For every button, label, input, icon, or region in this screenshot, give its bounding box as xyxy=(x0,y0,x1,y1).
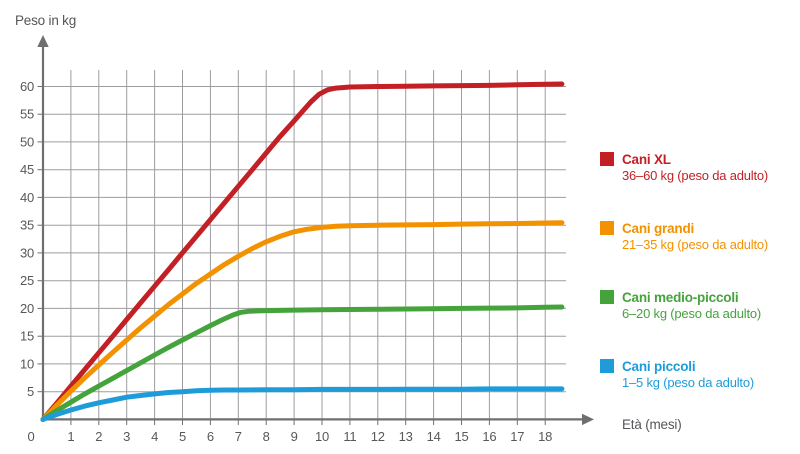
svg-text:8: 8 xyxy=(263,429,270,444)
svg-text:35: 35 xyxy=(20,218,34,233)
svg-text:2: 2 xyxy=(95,429,102,444)
svg-text:5: 5 xyxy=(27,384,34,399)
legend-series-name: Cani piccoli xyxy=(622,359,696,374)
curve-cani-piccoli xyxy=(40,386,565,422)
legend-series-name: Cani medio-piccoli xyxy=(622,290,739,305)
svg-text:16: 16 xyxy=(482,429,496,444)
svg-text:9: 9 xyxy=(291,429,298,444)
svg-text:40: 40 xyxy=(20,190,34,205)
legend-series-range: 21–35 kg (peso da adulto) xyxy=(622,237,769,252)
legend-series-name: Cani XL xyxy=(622,152,671,167)
axis-tick-marks xyxy=(37,86,546,425)
axes xyxy=(37,35,594,426)
svg-text:55: 55 xyxy=(20,107,34,122)
curve-cani-grandi xyxy=(40,220,565,422)
legend-swatch-cani-grandi xyxy=(600,221,614,235)
x-tick-labels: 0 1 2 3 4 5 6 7 8 9 10 11 12 13 14 15 16 17 18 xyxy=(27,429,552,444)
svg-text:1: 1 xyxy=(67,429,74,444)
svg-text:60: 60 xyxy=(20,79,34,94)
legend-swatch-cani-medio-piccoli xyxy=(600,290,614,304)
legend: Cani XL 36–60 kg (peso da adulto) Cani g… xyxy=(600,151,795,427)
legend-item-cani-medio-piccoli: Cani medio-piccoli 6–20 kg (peso da adul… xyxy=(600,289,795,322)
svg-text:0: 0 xyxy=(27,429,34,444)
legend-series-range: 36–60 kg (peso da adulto) xyxy=(622,168,769,183)
svg-text:12: 12 xyxy=(371,429,385,444)
svg-text:10: 10 xyxy=(20,356,34,371)
legend-swatch-cani-piccoli xyxy=(600,359,614,373)
x-axis-title: Età (mesi) xyxy=(622,417,682,432)
legend-item-cani-xl: Cani XL 36–60 kg (peso da adulto) xyxy=(600,151,795,184)
svg-text:14: 14 xyxy=(427,429,441,444)
svg-text:25: 25 xyxy=(20,273,34,288)
svg-text:4: 4 xyxy=(151,429,158,444)
y-axis-title: Peso in kg xyxy=(15,13,77,28)
svg-text:10: 10 xyxy=(315,429,329,444)
svg-text:50: 50 xyxy=(20,134,34,149)
series-curves xyxy=(40,81,565,422)
grid-lines xyxy=(43,70,566,420)
svg-text:17: 17 xyxy=(510,429,524,444)
svg-text:6: 6 xyxy=(207,429,214,444)
svg-text:7: 7 xyxy=(235,429,242,444)
y-tick-labels: 5 10 15 20 25 30 35 40 45 50 55 60 xyxy=(20,79,34,399)
curve-cani-medio-piccoli xyxy=(40,304,565,422)
svg-text:20: 20 xyxy=(20,301,34,316)
svg-text:3: 3 xyxy=(123,429,130,444)
svg-text:13: 13 xyxy=(399,429,413,444)
legend-series-name: Cani grandi xyxy=(622,221,695,236)
legend-item-cani-piccoli: Cani piccoli 1–5 kg (peso da adulto) xyxy=(600,358,795,391)
svg-text:45: 45 xyxy=(20,162,34,177)
svg-text:18: 18 xyxy=(538,429,552,444)
curve-cani-xl xyxy=(40,81,565,422)
svg-text:15: 15 xyxy=(20,329,34,344)
svg-text:5: 5 xyxy=(179,429,186,444)
legend-swatch-cani-xl xyxy=(600,152,614,166)
legend-series-range: 1–5 kg (peso da adulto) xyxy=(622,375,754,390)
svg-text:15: 15 xyxy=(454,429,468,444)
legend-item-cani-grandi: Cani grandi 21–35 kg (peso da adulto) xyxy=(600,220,795,253)
svg-text:30: 30 xyxy=(20,245,34,260)
svg-text:11: 11 xyxy=(343,429,356,444)
legend-series-range: 6–20 kg (peso da adulto) xyxy=(622,306,762,321)
